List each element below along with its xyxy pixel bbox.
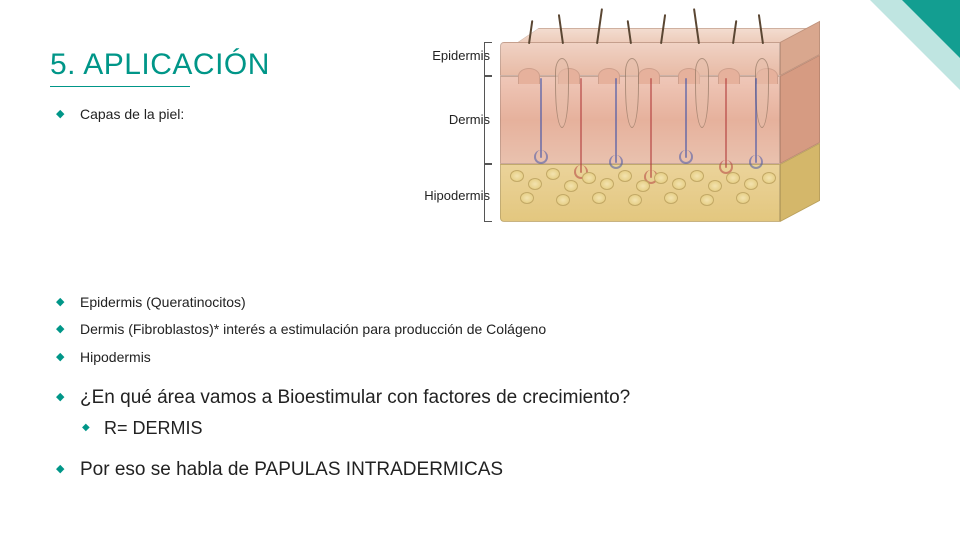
- diagram-labels: Epidermis Dermis Hipodermis: [380, 20, 490, 250]
- slide-content: 5. APLICACIÓN Capas de la piel: Epidermi…: [0, 0, 960, 484]
- bracket-epidermis: [484, 42, 492, 76]
- bullet-list-main: Epidermis (Queratinocitos) Dermis (Fibro…: [50, 293, 910, 412]
- dermal-papilla: [718, 68, 740, 84]
- fat-cell: [690, 170, 704, 182]
- fat-cell: [708, 180, 722, 192]
- fat-cell: [546, 168, 560, 180]
- bullet-list-end: Por eso se habla de PAPULAS INTRADERMICA…: [50, 457, 910, 484]
- fat-cell: [520, 192, 534, 204]
- bullet-question: ¿En qué área vamos a Bioestimular con fa…: [56, 385, 910, 412]
- label-epidermis: Epidermis: [390, 48, 490, 63]
- vessel-loop: [679, 150, 693, 164]
- fat-cell: [592, 192, 606, 204]
- vessel-loop: [749, 155, 763, 169]
- fat-cell: [726, 172, 740, 184]
- fat-cell: [700, 194, 714, 206]
- fat-cell: [600, 178, 614, 190]
- fat-cell: [564, 180, 578, 192]
- fat-cell: [582, 172, 596, 184]
- fat-cell: [636, 180, 650, 192]
- vessel-loop: [534, 150, 548, 164]
- skin-layers-diagram: Epidermis Dermis Hipodermis: [380, 20, 830, 250]
- bullet-hipodermis: Hipodermis: [56, 348, 910, 368]
- bracket-dermis: [484, 76, 492, 164]
- bullet-answer: R= DERMIS: [82, 418, 910, 439]
- skin-block: [500, 28, 820, 238]
- blood-vessel: [580, 78, 582, 173]
- fat-cell: [556, 194, 570, 206]
- title-underline: [50, 86, 190, 87]
- blood-vessel: [540, 78, 542, 158]
- bullet-epidermis: Epidermis (Queratinocitos): [56, 293, 910, 313]
- dermal-papilla: [518, 68, 540, 84]
- blood-vessel: [615, 78, 617, 163]
- bullet-dermis: Dermis (Fibroblastos)* interés a estimul…: [56, 320, 910, 340]
- blood-vessel: [725, 78, 727, 168]
- fat-cell: [736, 192, 750, 204]
- fat-cell: [528, 178, 542, 190]
- bullet-conclusion: Por eso se habla de PAPULAS INTRADERMICA…: [56, 457, 910, 484]
- label-hipodermis: Hipodermis: [390, 188, 490, 203]
- fat-cell: [672, 178, 686, 190]
- bracket-hipodermis: [484, 164, 492, 222]
- blood-vessel: [755, 78, 757, 163]
- label-dermis: Dermis: [390, 112, 490, 127]
- vessel-loop: [609, 155, 623, 169]
- fat-cell: [664, 192, 678, 204]
- blood-vessel: [650, 78, 652, 178]
- sub-bullet-list: R= DERMIS: [50, 418, 910, 439]
- fat-cell: [618, 170, 632, 182]
- fat-cell: [744, 178, 758, 190]
- fat-cell: [510, 170, 524, 182]
- fat-cell: [628, 194, 642, 206]
- blood-vessel: [685, 78, 687, 158]
- dermal-papilla: [638, 68, 660, 84]
- fat-cell: [762, 172, 776, 184]
- fat-cell: [654, 172, 668, 184]
